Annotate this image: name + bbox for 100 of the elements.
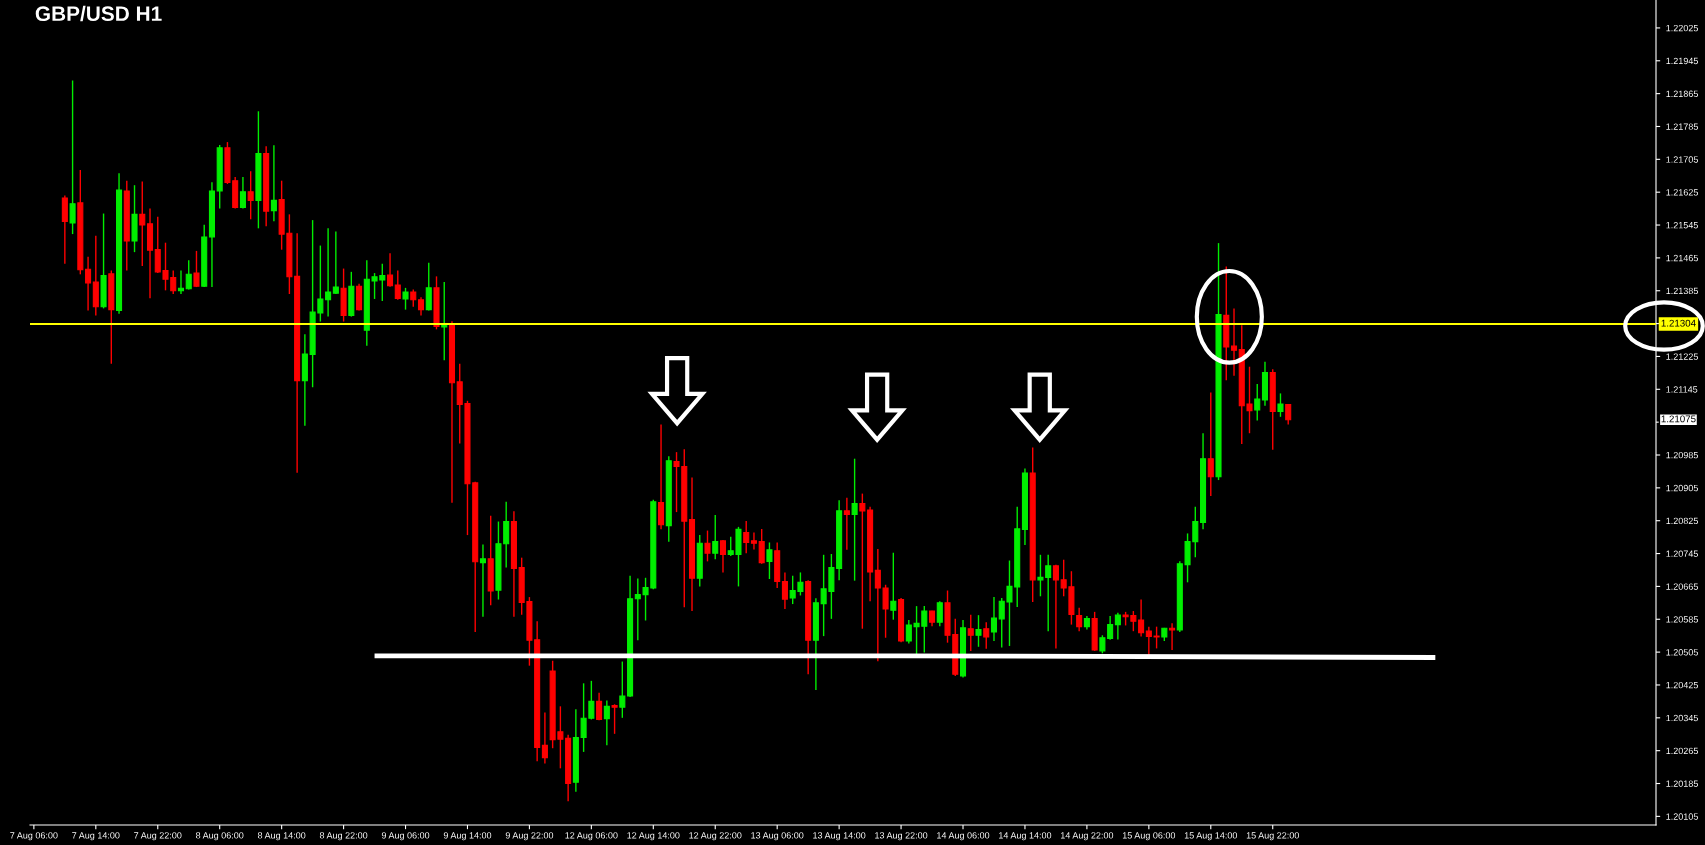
x-tick-label: 12 Aug 22:00	[689, 832, 742, 841]
candlestick	[851, 458, 858, 582]
y-tick-label: 1.21225	[1666, 353, 1698, 360]
x-tick-label: 8 Aug 22:00	[319, 832, 368, 841]
candlestick	[541, 711, 548, 765]
candlestick	[193, 250, 200, 288]
candlestick	[1285, 403, 1292, 426]
candlestick	[394, 269, 401, 301]
x-tick-label: 14 Aug 14:00	[999, 832, 1052, 841]
y-tick-label: 1.20105	[1666, 813, 1698, 820]
candlestick	[85, 255, 92, 312]
y-tick-label: 1.21785	[1666, 123, 1698, 130]
y-tick-label: 1.21705	[1666, 156, 1698, 163]
ref-line-label: 1.21304	[1661, 319, 1696, 327]
candlestick	[967, 614, 974, 652]
y-tick-label: 1.21625	[1666, 189, 1698, 196]
candlestick	[758, 528, 765, 565]
x-tick-label: 7 Aug 22:00	[134, 832, 182, 841]
candlestick	[61, 194, 68, 265]
candlestick	[1114, 611, 1121, 641]
y-tick-label: 1.21145	[1666, 386, 1698, 393]
x-tick-label: 13 Aug 06:00	[751, 832, 804, 841]
candlestick	[719, 539, 727, 574]
candlestick	[177, 269, 185, 295]
candlestick	[975, 614, 982, 648]
candlestick	[1254, 383, 1261, 422]
candlestick	[402, 287, 409, 311]
x-tick-label: 7 Aug 14:00	[72, 832, 120, 841]
y-tick-label: 1.22025	[1666, 24, 1698, 32]
x-tick-label: 12 Aug 06:00	[565, 832, 618, 841]
x-tick-label: 15 Aug 06:00	[1122, 832, 1176, 841]
candlestick	[1277, 392, 1284, 418]
candlestick	[766, 541, 773, 580]
y-tick-label: 1.20985	[1666, 451, 1698, 459]
x-tick-label: 9 Aug 06:00	[381, 832, 430, 841]
candlestick	[1052, 563, 1059, 650]
x-tick-label: 9 Aug 14:00	[443, 832, 492, 841]
candlestick	[890, 552, 897, 621]
candlestick	[139, 180, 146, 267]
candlestick	[936, 600, 943, 627]
chart-title: GBP/USD H1	[35, 5, 162, 22]
y-tick-label: 1.20505	[1666, 649, 1698, 656]
candlestick	[1207, 391, 1214, 497]
y-tick-label: 1.20585	[1666, 616, 1698, 623]
x-tick-label: 13 Aug 22:00	[875, 832, 928, 841]
candlestick	[425, 262, 432, 312]
y-tick-label: 1.20825	[1666, 517, 1698, 525]
candlestick	[479, 543, 486, 618]
candlestick	[185, 259, 192, 291]
candlestick	[750, 531, 757, 551]
x-tick-label: 12 Aug 14:00	[627, 832, 680, 841]
candlestick	[325, 227, 332, 318]
y-tick-label: 1.20905	[1666, 484, 1698, 492]
y-tick-label: 1.21465	[1666, 254, 1698, 262]
candlestick	[441, 281, 448, 361]
y-tick-label: 1.20665	[1666, 583, 1698, 590]
y-tick-label: 1.21545	[1666, 222, 1698, 229]
y-tick-label: 1.21385	[1666, 287, 1698, 295]
candlestick	[1169, 622, 1176, 651]
x-tick-label: 9 Aug 22:00	[505, 832, 554, 841]
y-tick-label: 1.20345	[1666, 714, 1698, 722]
text: 1.21075	[1661, 415, 1696, 423]
x-tick-label: 8 Aug 14:00	[257, 832, 306, 841]
candlestick	[859, 492, 866, 630]
candlestick	[990, 596, 998, 642]
candlestick	[603, 699, 610, 747]
candlestick	[332, 230, 339, 295]
candlestick	[619, 660, 626, 719]
x-tick-label: 7 Aug 06:00	[10, 832, 58, 841]
candlestick	[270, 144, 277, 223]
candlestick	[781, 571, 788, 610]
y-tick-label: 1.20265	[1666, 747, 1698, 755]
candlestick	[69, 79, 76, 235]
candlestick	[983, 621, 990, 650]
y-tick-label: 1.20745	[1666, 550, 1698, 557]
x-tick-label: 15 Aug 14:00	[1184, 832, 1238, 841]
candlestick	[417, 296, 425, 317]
candlestick	[658, 423, 665, 531]
candlestick	[387, 252, 394, 288]
candlestick	[704, 529, 711, 563]
x-tick-label: 8 Aug 06:00	[196, 832, 244, 841]
x-tick-label: 14 Aug 06:00	[937, 832, 990, 841]
candlestick	[743, 520, 750, 554]
y-tick-label: 1.20185	[1666, 780, 1698, 787]
candlestick	[611, 703, 618, 735]
y-tick-label: 1.21945	[1666, 57, 1698, 65]
x-tick-label: 14 Aug 22:00	[1060, 832, 1114, 841]
y-tick-label: 1.21865	[1666, 90, 1698, 97]
candlestick	[712, 514, 719, 561]
y-tick-label: 1.20425	[1666, 681, 1698, 689]
candlestick	[356, 283, 363, 312]
x-tick-label: 15 Aug 22:00	[1246, 832, 1299, 841]
candlestick	[247, 170, 254, 220]
candlestick	[239, 176, 246, 210]
candlestick	[596, 692, 603, 721]
candlestick	[1230, 307, 1238, 377]
x-tick-label: 13 Aug 14:00	[813, 832, 866, 841]
candlestick	[1076, 607, 1083, 632]
candlestick	[1138, 598, 1145, 638]
candlestick	[843, 497, 850, 551]
